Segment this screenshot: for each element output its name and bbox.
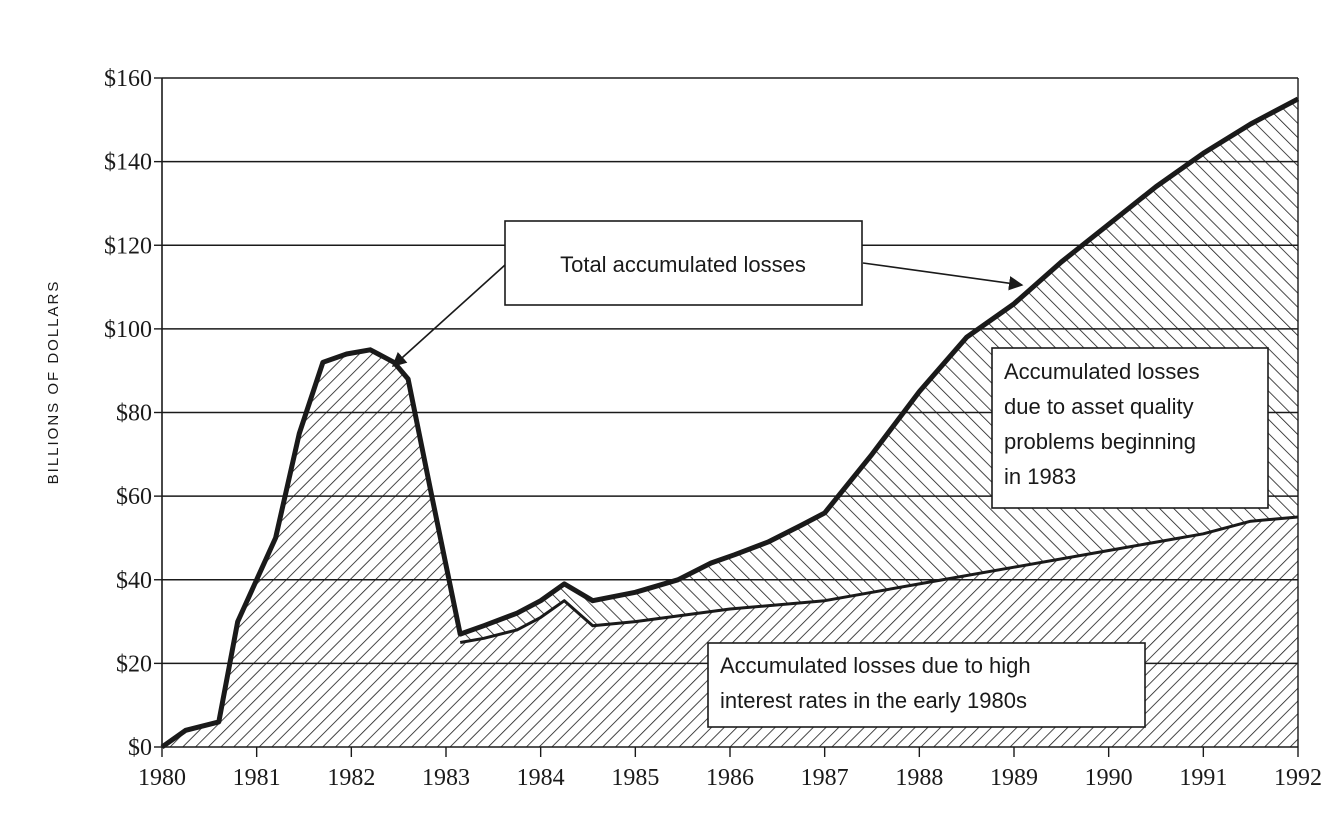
x-tick-label: 1984 [517, 765, 565, 791]
annotation-asset-quality-line-1: Accumulated losses [1004, 359, 1200, 384]
x-tick-label: 1987 [801, 765, 849, 791]
annotation-total-text: Total accumulated losses [560, 252, 806, 277]
x-tick-label: 1990 [1085, 765, 1133, 791]
annotation-arrow-right [862, 262, 1024, 291]
line-total-accumulated-losses [160, 96, 1300, 750]
annotation-total: Total accumulated losses [391, 220, 1024, 367]
annotation-asset-quality-line-4: in 1983 [1004, 464, 1076, 489]
annotation-interest: Accumulated losses due to high interest … [707, 642, 1146, 728]
annotation-interest-line-2: interest rates in the early 1980s [720, 688, 1027, 713]
x-tick-label: 1983 [422, 765, 470, 791]
x-tick-label: 1985 [611, 765, 659, 791]
x-tick-labels: 1980 1981 1982 1983 1984 1985 1986 1987 1988 1989… [138, 765, 1322, 791]
annotation-asset-quality-line-3: problems beginning [1004, 429, 1196, 454]
y-tick-label: $100 [104, 317, 152, 343]
annotation-interest-line-1: Accumulated losses due to high [720, 653, 1031, 678]
annotation-total-box [504, 220, 863, 306]
annotation-arrow-left [391, 264, 506, 367]
x-tick-label: 1989 [990, 765, 1038, 791]
y-tick-label: $0 [128, 735, 152, 761]
y-tick-label: $160 [104, 66, 152, 92]
x-tick-label: 1991 [1179, 765, 1227, 791]
y-axis-label: BILLIONS OF DOLLARS [45, 280, 62, 485]
y-tick-labels: $0 $20 $40 $60 $80 $100 $120 $140 $160 [104, 66, 152, 761]
x-tick-label: 1986 [706, 765, 754, 791]
axes [154, 77, 1299, 757]
annotation-asset-quality-line-2: due to asset quality [1004, 394, 1194, 419]
x-tick-label: 1988 [895, 765, 943, 791]
y-tick-label: $120 [104, 233, 152, 259]
x-tick-label: 1982 [327, 765, 375, 791]
x-tick-label: 1981 [233, 765, 281, 791]
line-interest-rate-losses [459, 515, 1299, 644]
x-tick-label: 1992 [1274, 765, 1322, 791]
annotation-interest-box [707, 642, 1146, 728]
y-tick-label: $40 [116, 568, 152, 594]
series-lines [160, 96, 1300, 750]
annotation-asset-quality-box [991, 347, 1269, 509]
y-tick-label: $80 [116, 401, 152, 427]
y-tick-label: $140 [104, 150, 152, 176]
x-tick-label: 1980 [138, 765, 186, 791]
annotation-asset-quality: Accumulated losses due to asset quality … [991, 347, 1269, 509]
y-tick-label: $60 [116, 484, 152, 510]
y-tick-label: $20 [116, 651, 152, 677]
